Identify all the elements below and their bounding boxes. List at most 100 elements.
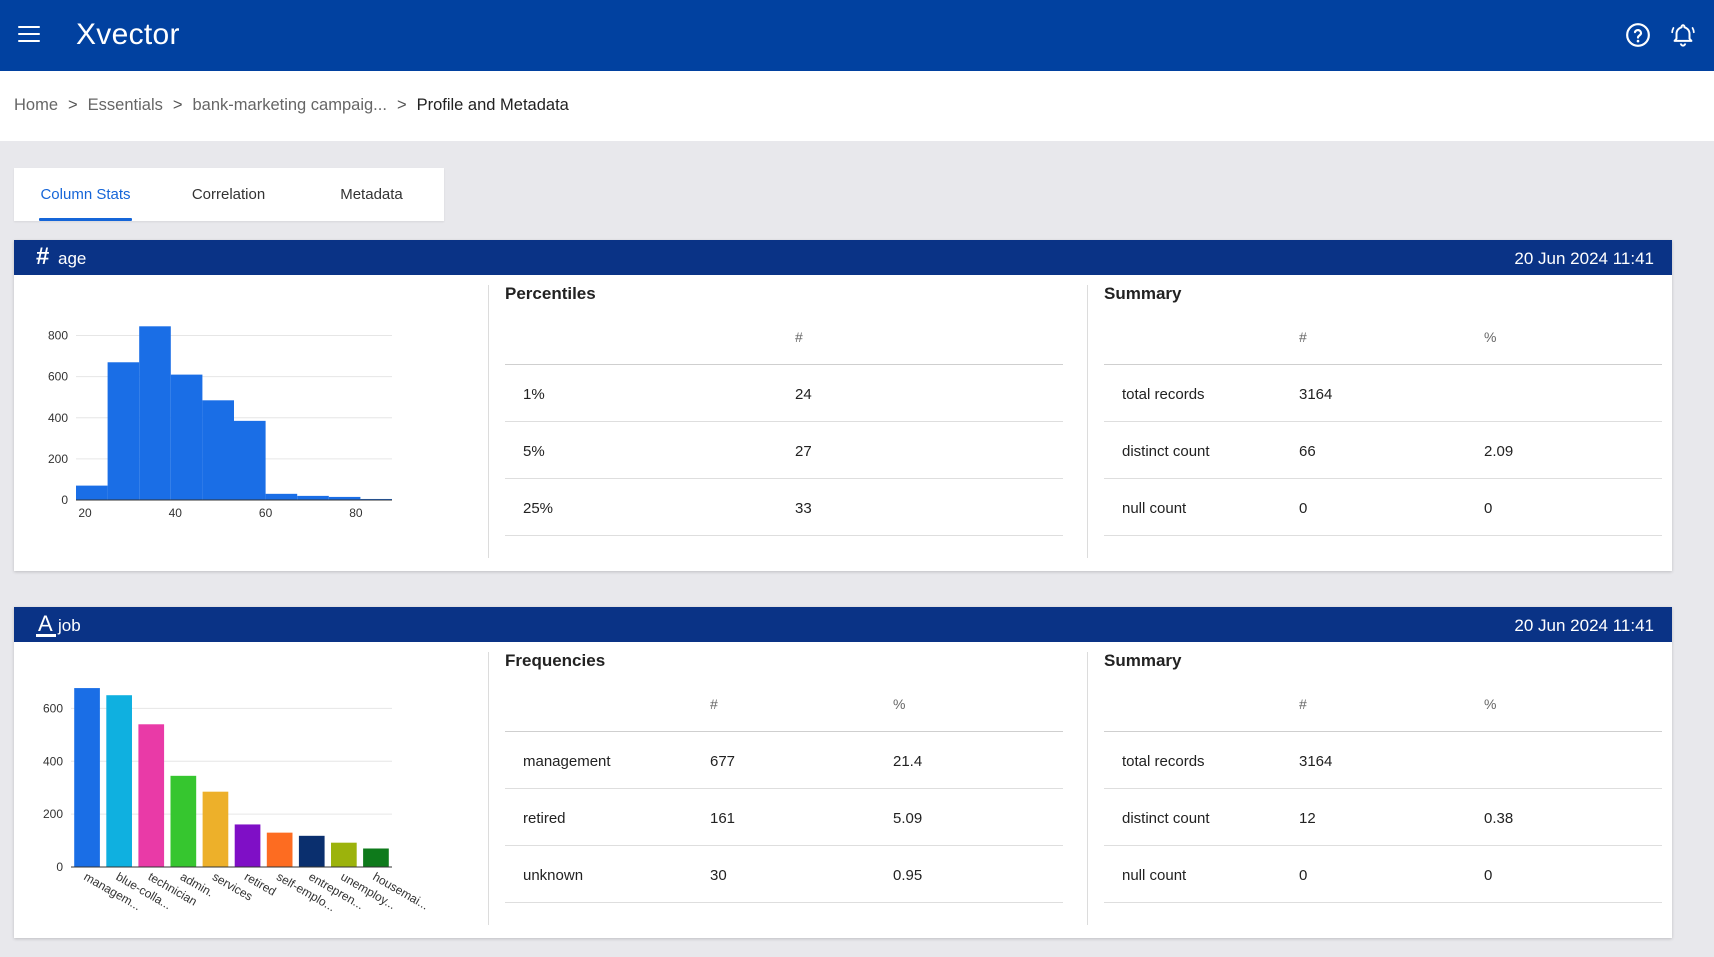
category-bar[interactable] <box>298 835 325 867</box>
table-row: total records 3164 <box>1104 365 1662 422</box>
summary-label: total records <box>1122 386 1205 403</box>
top-app-bar: Xvector <box>0 0 1714 71</box>
bell-icon[interactable] <box>1670 22 1696 48</box>
percentile-label: 5% <box>523 443 545 460</box>
category-bar[interactable] <box>266 832 293 867</box>
column-name: age <box>58 249 87 268</box>
card-header: # age 20 Jun 2024 11:41 <box>14 240 1672 275</box>
category-bar[interactable] <box>363 848 389 868</box>
y-tick-label: 600 <box>48 370 68 384</box>
table-header-row: # <box>505 321 1063 365</box>
percentile-value: 33 <box>795 500 812 517</box>
breadcrumb: Home > Essentials > bank-marketing campa… <box>14 96 569 115</box>
y-tick-label: 0 <box>56 860 63 874</box>
profile-date: 20 Jun 2024 11:41 <box>1514 249 1654 268</box>
breadcrumb-dataset[interactable]: bank-marketing campaig... <box>192 96 387 114</box>
summary-percent: 2.09 <box>1484 443 1514 460</box>
summary-count: 3164 <box>1299 753 1333 770</box>
percentile-value: 24 <box>795 386 812 403</box>
job-bar-chart: 0 200 400 600 managem... blue-colla... technic… <box>14 642 486 938</box>
summary-percent: 0 <box>1484 867 1493 884</box>
histogram-bar[interactable] <box>107 362 140 500</box>
category-bar[interactable] <box>234 824 261 867</box>
category-bar[interactable] <box>106 695 132 867</box>
table-row: retired 161 5.09 <box>505 789 1063 846</box>
breadcrumb-separator: > <box>172 96 183 114</box>
panel-divider <box>488 285 489 558</box>
category-bar[interactable] <box>170 775 197 867</box>
help-circle-icon[interactable] <box>1625 22 1651 48</box>
table-row: null count 0 0 <box>1104 846 1662 903</box>
numeric-type-icon: # <box>36 243 50 270</box>
table-header-count: # <box>1299 696 1307 712</box>
category-bar[interactable] <box>331 842 357 867</box>
app-logo[interactable]: Xvector <box>76 18 180 51</box>
menu-icon[interactable] <box>18 26 40 42</box>
panel-divider <box>1087 285 1088 558</box>
tab-column-stats[interactable]: Column Stats <box>14 168 157 221</box>
histogram-bar[interactable] <box>234 420 266 500</box>
column-card-age: # age 20 Jun 2024 11:41 0 200 400 600 800 20 4… <box>14 240 1672 571</box>
y-tick-label: 0 <box>61 493 68 507</box>
table-row: 1% 24 <box>505 365 1063 422</box>
summary-percent: 0 <box>1484 500 1493 517</box>
table-header-count: # <box>710 696 718 712</box>
panel-title: Summary <box>1104 284 1182 303</box>
profile-date: 20 Jun 2024 11:41 <box>1514 616 1654 635</box>
frequency-label: retired <box>523 810 566 827</box>
breadcrumb-separator: > <box>68 96 78 114</box>
table-row: unknown 30 0.95 <box>505 846 1063 903</box>
frequency-count: 677 <box>710 753 736 770</box>
frequencies-table: # % management 677 21.4 retired 161 5.09… <box>505 688 1063 903</box>
histogram-bar[interactable] <box>139 326 171 500</box>
histogram-bar[interactable] <box>202 400 234 500</box>
summary-count: 66 <box>1299 443 1316 460</box>
y-tick-label: 200 <box>48 452 68 466</box>
breadcrumb-essentials[interactable]: Essentials <box>87 96 163 114</box>
histogram-bar[interactable] <box>76 485 108 500</box>
category-bar[interactable] <box>202 791 229 867</box>
frequency-count: 161 <box>710 810 736 827</box>
category-bar[interactable] <box>138 724 165 867</box>
summary-table: # % total records 3164 distinct count 66… <box>1104 321 1662 536</box>
summary-label: null count <box>1122 500 1187 517</box>
histogram-bar[interactable] <box>265 493 298 500</box>
summary-table: # % total records 3164 distinct count 12… <box>1104 688 1662 903</box>
percentile-label: 25% <box>523 500 554 517</box>
frequency-percent: 21.4 <box>893 753 923 770</box>
x-tick-label: 60 <box>259 506 273 520</box>
x-tick-label: 80 <box>349 506 363 520</box>
histogram-bar[interactable] <box>297 495 329 500</box>
tab-metadata[interactable]: Metadata <box>340 186 403 203</box>
summary-label: total records <box>1122 753 1205 770</box>
card-header: A job 20 Jun 2024 11:41 <box>14 607 1672 642</box>
content-area: Column Stats Correlation Metadata # age … <box>0 141 1714 957</box>
summary-label: null count <box>1122 867 1187 884</box>
frequency-percent: 0.95 <box>893 867 923 884</box>
summary-label: distinct count <box>1122 443 1210 460</box>
age-histogram-svg: 0 200 400 600 800 20 40 60 80 <box>48 326 392 520</box>
panel-title: Summary <box>1104 651 1182 670</box>
table-row: 25% 33 <box>505 479 1063 536</box>
y-tick-label: 400 <box>43 754 63 768</box>
tab-correlation[interactable]: Correlation <box>191 186 266 203</box>
frequency-label: unknown <box>523 867 584 884</box>
histogram-bar[interactable] <box>170 374 203 500</box>
table-header-count: # <box>795 329 803 345</box>
frequency-label: management <box>523 753 611 770</box>
category-bar[interactable] <box>74 688 100 867</box>
table-header-row: # % <box>1104 688 1662 732</box>
y-tick-label: 600 <box>43 701 63 715</box>
breadcrumb-home[interactable]: Home <box>14 96 59 114</box>
percentile-value: 27 <box>795 443 812 460</box>
table-header-row: # % <box>1104 321 1662 365</box>
histogram-bar[interactable] <box>328 496 361 500</box>
histogram-bar[interactable] <box>360 498 392 500</box>
text-type-glyph: A <box>38 612 53 636</box>
panel-divider <box>488 652 489 925</box>
summary-count: 0 <box>1299 500 1308 517</box>
panel-divider <box>1087 652 1088 925</box>
table-row: distinct count 66 2.09 <box>1104 422 1662 479</box>
job-bar-chart-svg: 0200400600managem...blue-colla...technic… <box>43 688 431 914</box>
summary-label: distinct count <box>1122 810 1210 827</box>
